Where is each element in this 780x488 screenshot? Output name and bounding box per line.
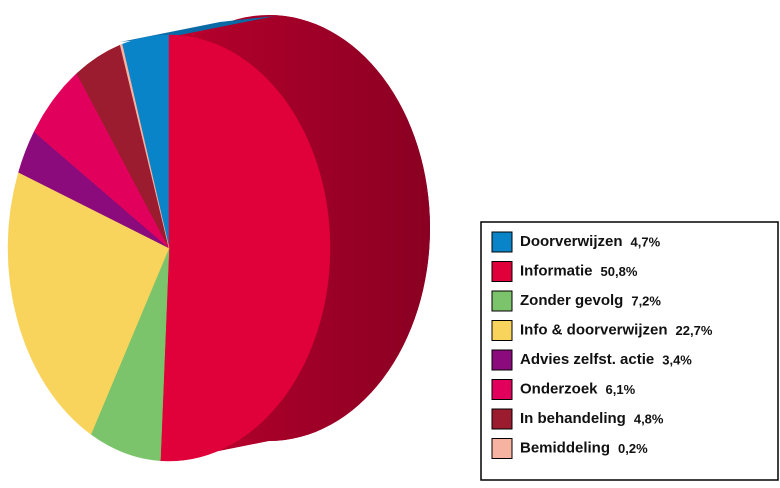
legend-value: 50,8% bbox=[601, 264, 638, 279]
legend-label: Onderzoek bbox=[520, 380, 598, 397]
legend-label: Informatie bbox=[520, 262, 593, 279]
legend-value: 6,1% bbox=[606, 382, 636, 397]
legend: Doorverwijzen 4,7% Informatie 50,8% Zonder g… bbox=[491, 231, 713, 459]
legend-value: 0,2% bbox=[618, 441, 648, 456]
legend-label: Advies zelfst. actie bbox=[520, 351, 654, 368]
legend-swatch bbox=[491, 408, 513, 430]
legend-label: Bemiddeling bbox=[520, 439, 610, 456]
legend-swatch bbox=[491, 379, 513, 400]
legend-label: Zonder gevolg bbox=[520, 292, 623, 309]
pie-slice bbox=[7, 171, 170, 435]
legend-swatch bbox=[491, 261, 513, 282]
legend-label: Doorverwijzen bbox=[520, 233, 623, 250]
legend-label: In behandeling bbox=[520, 410, 626, 427]
pie-slice bbox=[119, 43, 170, 249]
legend-value: 7,2% bbox=[631, 293, 661, 308]
legend-value: 4,7% bbox=[631, 234, 661, 249]
legend-box bbox=[480, 221, 779, 481]
legend-value: 22,7% bbox=[676, 323, 713, 338]
legend-swatch bbox=[491, 231, 513, 253]
pie bbox=[7, 34, 331, 462]
legend-swatch bbox=[491, 320, 513, 341]
legend-swatch bbox=[491, 290, 513, 312]
legend-swatch bbox=[491, 438, 513, 459]
pie-slice bbox=[160, 34, 331, 462]
legend-value: 3,4% bbox=[662, 352, 692, 367]
legend-value: 4,8% bbox=[634, 411, 664, 426]
legend-swatch bbox=[491, 349, 513, 371]
legend-label: Info & doorverwijzen bbox=[520, 321, 668, 338]
